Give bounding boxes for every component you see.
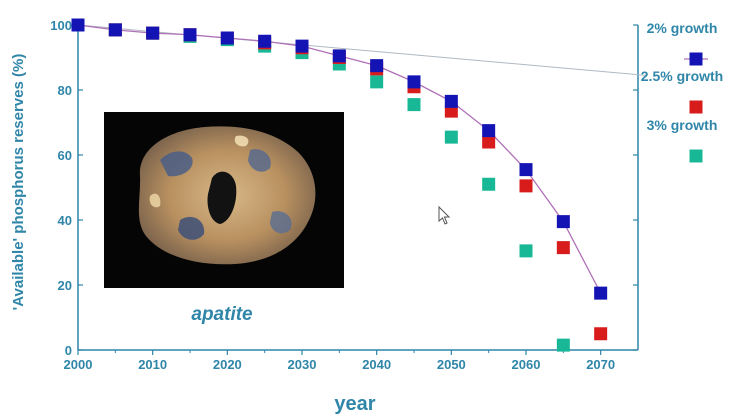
data-point	[556, 215, 570, 229]
x-tick-label: 2070	[586, 357, 615, 372]
data-point	[519, 163, 533, 177]
data-point	[407, 75, 421, 89]
series-markers	[71, 18, 608, 300]
data-markers	[71, 18, 608, 352]
data-point	[594, 286, 608, 300]
data-point	[108, 23, 122, 37]
mouse-cursor-icon	[438, 205, 451, 225]
y-tick-label: 20	[58, 278, 72, 293]
data-point	[444, 130, 458, 144]
data-point	[556, 338, 570, 352]
x-tick-label: 2040	[362, 357, 391, 372]
plot-frame	[77, 25, 639, 351]
y-tick-label: 100	[50, 18, 72, 33]
data-point	[332, 49, 346, 63]
legend: 2% growth 2.5% growth 3% growth	[641, 20, 723, 163]
apatite-photo	[104, 112, 344, 288]
y-tick-label: 0	[65, 343, 72, 358]
data-point	[220, 31, 234, 45]
legend-marker	[689, 100, 703, 114]
y-tick-label: 80	[58, 83, 72, 98]
x-tick-label: 2050	[437, 357, 466, 372]
data-point	[482, 135, 496, 149]
legend-marker	[689, 52, 703, 66]
data-point	[519, 179, 533, 193]
legend-label: 2.5% growth	[641, 68, 723, 84]
x-axis-label: year	[334, 393, 375, 415]
data-point	[407, 98, 421, 112]
data-point	[71, 18, 85, 32]
data-point	[295, 39, 309, 53]
data-point	[594, 327, 608, 341]
legend-marker	[689, 149, 703, 163]
y-tick-label: 40	[58, 213, 72, 228]
apatite-label: apatite	[191, 304, 253, 325]
data-point	[370, 59, 384, 73]
data-point	[370, 75, 384, 89]
data-point	[258, 34, 272, 48]
x-tick-label: 2010	[138, 357, 167, 372]
reference-line-path	[77, 24, 646, 76]
data-point	[482, 177, 496, 191]
x-tick-label: 2060	[512, 357, 541, 372]
y-axis-ticks: 0 20 40 60 80 100	[50, 18, 638, 358]
data-point	[519, 244, 533, 258]
x-tick-label: 2020	[213, 357, 242, 372]
data-point	[556, 241, 570, 255]
data-point	[183, 28, 197, 42]
x-tick-label: 2030	[288, 357, 317, 372]
x-axis-ticks: 2000 2010 2020 2030 2040 2050 2060 2070	[64, 350, 615, 372]
x-tick-label: 2000	[64, 357, 93, 372]
y-tick-label: 60	[58, 148, 72, 163]
legend-label: 3% growth	[647, 117, 718, 133]
legend-label: 2% growth	[647, 20, 718, 36]
data-point	[482, 124, 496, 138]
data-point	[146, 26, 160, 40]
reference-line	[77, 24, 646, 76]
y-axis-label: 'Available' phosphorus reserves (%)	[10, 54, 27, 311]
data-point	[444, 94, 458, 108]
